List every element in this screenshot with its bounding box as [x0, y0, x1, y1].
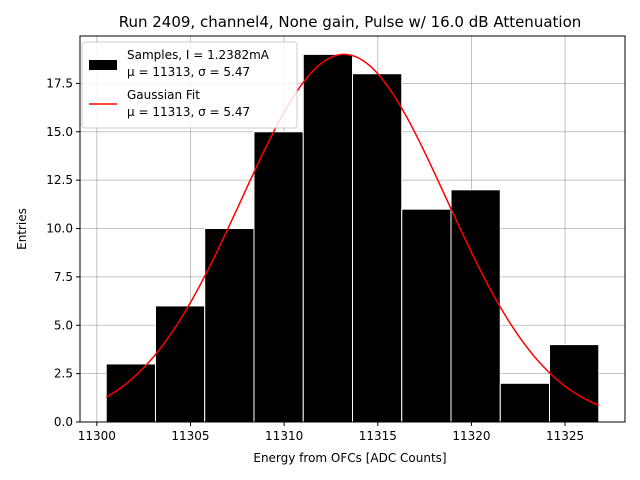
chart-title: Run 2409, channel4, None gain, Pulse w/ … — [119, 13, 582, 31]
y-tick-label: 7.5 — [54, 270, 73, 284]
x-axis-ticks: 11300 11305 11310 11315 11320 11325 — [78, 422, 584, 443]
x-tick-label: 11315 — [359, 429, 397, 443]
y-axis-label: Entries — [15, 208, 29, 250]
x-tick-label: 11320 — [452, 429, 490, 443]
legend-samples-stats: μ = 11313, σ = 5.47 — [127, 65, 250, 79]
legend-samples-label: Samples, I = 1.2382mA — [127, 48, 270, 62]
histogram-bar — [154, 305, 206, 423]
histogram-bars — [105, 53, 600, 423]
legend: Samples, I = 1.2382mA μ = 11313, σ = 5.4… — [81, 41, 298, 129]
histogram-bar — [499, 382, 551, 423]
legend-fit-stats: μ = 11313, σ = 5.47 — [127, 105, 250, 119]
histogram-bar — [352, 73, 403, 423]
legend-box — [81, 41, 298, 129]
x-tick-label: 11305 — [171, 429, 209, 443]
histogram-bar — [549, 344, 600, 423]
y-axis-ticks: 0.0 2.5 5.0 7.5 10.0 12.5 15.0 17.5 — [46, 76, 80, 429]
histogram-bar — [204, 228, 255, 423]
histogram-bar — [253, 131, 304, 423]
x-tick-label: 11310 — [265, 429, 303, 443]
y-tick-label: 17.5 — [46, 76, 73, 90]
histogram-bar — [401, 208, 452, 423]
legend-swatch-samples — [89, 60, 117, 70]
y-tick-label: 10.0 — [46, 222, 73, 236]
x-tick-label: 11325 — [546, 429, 584, 443]
histogram-bar — [302, 53, 353, 423]
legend-fit-label: Gaussian Fit — [127, 88, 200, 102]
y-tick-label: 12.5 — [46, 173, 73, 187]
gaussian-fit-line — [105, 53, 600, 406]
y-tick-label: 2.5 — [54, 367, 73, 381]
histogram-bar — [450, 189, 501, 423]
x-axis-label: Energy from OFCs [ADC Counts] — [253, 451, 446, 465]
y-tick-label: 15.0 — [46, 125, 73, 139]
y-tick-label: 5.0 — [54, 318, 73, 332]
y-tick-label: 0.0 — [54, 415, 73, 429]
x-tick-label: 11300 — [78, 429, 116, 443]
